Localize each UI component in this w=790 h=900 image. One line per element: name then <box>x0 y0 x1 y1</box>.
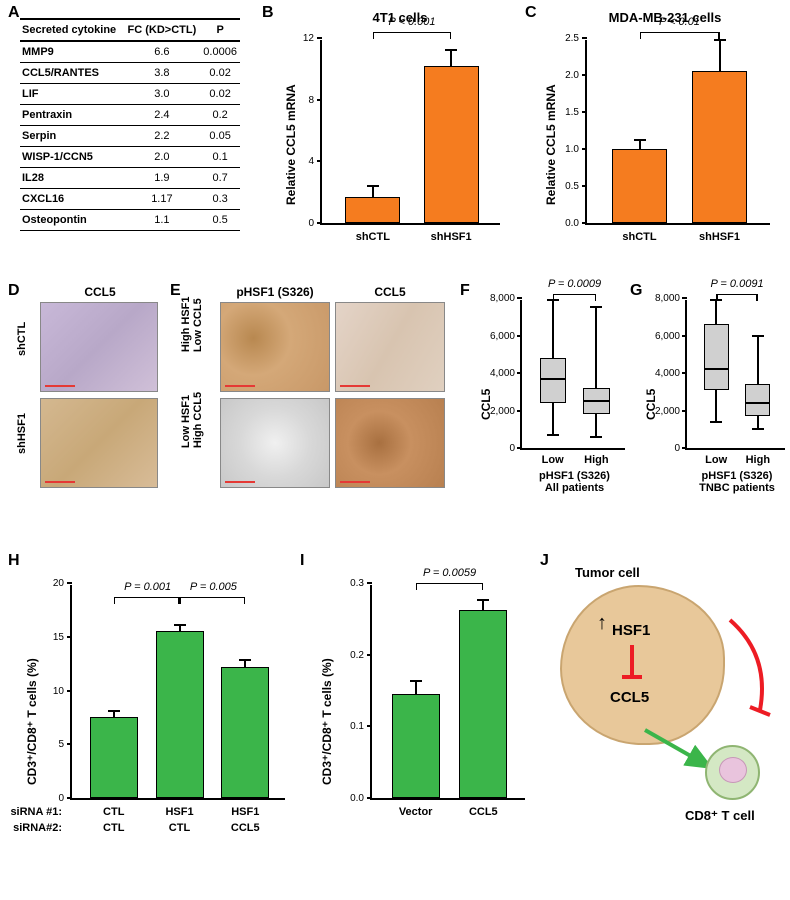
panel-h-chart: CD3⁺/CD8⁺ T cells (%) 05101520P = 0.001P… <box>15 560 295 870</box>
panel-d-img-1 <box>40 398 158 488</box>
panel-e-img-00 <box>220 302 330 392</box>
th-cytokine: Secreted cytokine <box>20 19 124 41</box>
th-fc: FC (KD>CTL) <box>124 19 201 41</box>
panel-f-label: F <box>460 282 470 300</box>
panel-d-img-0 <box>40 302 158 392</box>
table-row: WISP-1/CCN52.00.1 <box>20 147 240 168</box>
table-row: Pentraxin2.40.2 <box>20 105 240 126</box>
panel-d-top: CCL5 <box>50 285 150 299</box>
up-arrow-icon: ↑ <box>597 612 607 635</box>
tumor-cell-shape: HSF1 ↑ CCL5 <box>560 585 725 745</box>
table-row: MMP96.60.0006 <box>20 41 240 63</box>
panel-e-img-11 <box>335 398 445 488</box>
table-row: Osteopontin1.10.5 <box>20 210 240 231</box>
panel-f-boxplot: CCL5 02,0004,0006,0008,000LowHighP = 0.0… <box>475 290 630 500</box>
panel-c-label: C <box>525 4 537 22</box>
ccl5-text: CCL5 <box>610 689 649 706</box>
tcell-label: CD8⁺ T cell <box>685 808 755 824</box>
panel-d-row1: shHSF1 <box>16 434 28 454</box>
panel-e-row1: Low HSF1High CCL5 <box>180 428 204 448</box>
hsf1-text: HSF1 <box>612 622 650 639</box>
panel-e-img-10 <box>220 398 330 488</box>
panel-j-schematic: Tumor cell HSF1 ↑ CCL5 CD8⁺ T cell <box>555 560 785 860</box>
panel-e-top1: CCL5 <box>335 285 445 299</box>
table-row: LIF3.00.02 <box>20 84 240 105</box>
table-row: CXCL161.170.3 <box>20 189 240 210</box>
table-row: CCL5/RANTES3.80.02 <box>20 63 240 84</box>
panel-d-label: D <box>8 282 20 300</box>
panel-a-table: Secreted cytokine FC (KD>CTL) P MMP96.60… <box>20 18 240 231</box>
panel-b-label: B <box>262 4 274 22</box>
panel-b-chart: 4T1 cells Relative CCL5 mRNA 04812shCTLs… <box>280 10 510 250</box>
panel-g-boxplot: CCL5 02,0004,0006,0008,000LowHighP = 0.0… <box>640 290 790 500</box>
table-row: Serpin2.20.05 <box>20 126 240 147</box>
panel-j-label: J <box>540 552 549 570</box>
panel-c-chart: MDA-MB-231 cells Relative CCL5 mRNA 0.00… <box>540 10 780 250</box>
table-row: IL281.90.7 <box>20 168 240 189</box>
panel-e-img-01 <box>335 302 445 392</box>
panel-a-label: A <box>8 4 20 22</box>
chart-h-ylabel: CD3⁺/CD8⁺ T cells (%) <box>25 658 39 785</box>
panel-e-row0: High HSF1Low CCL5 <box>180 332 204 352</box>
panel-e-top0: pHSF1 (S326) <box>220 285 330 299</box>
tcell-shape <box>705 745 760 800</box>
panel-d-row0: shCTL <box>16 336 28 356</box>
panel-i-chart: CD3⁺/CD8⁺ T cells (%) 0.00.10.20.3Vector… <box>310 560 530 850</box>
panel-i-label: I <box>300 552 304 570</box>
tumor-cell-label: Tumor cell <box>575 565 640 580</box>
tcell-nucleus <box>719 757 747 783</box>
inhibit-tcell-icon <box>720 615 780 725</box>
th-p: P <box>200 19 240 41</box>
inhibit-arrow-icon <box>622 645 642 685</box>
